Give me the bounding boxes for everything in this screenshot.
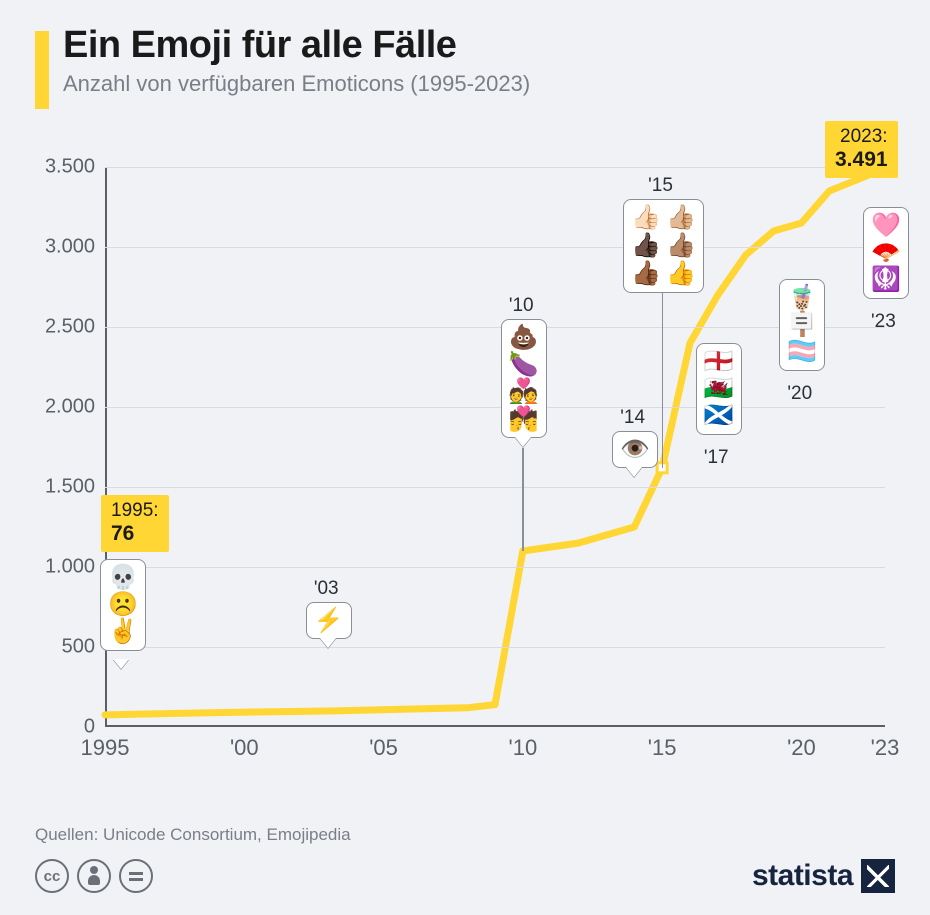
highlight-2023: 2023:3.491 [825,121,898,178]
emoji-icon: ☹️ [108,592,138,617]
line-series [105,167,885,727]
gridline [105,487,885,488]
gridline [105,567,885,568]
y-tick-label: 500 [62,636,105,659]
callout-year-label: '10 [509,295,534,317]
cc-icon: cc [35,859,69,893]
x-tick-label: '23 [871,727,900,761]
emoji-icon: 💏 [509,407,539,432]
callout-year-label: '20 [787,383,812,405]
emoji-icon: 👍 [666,261,696,286]
license-icons: cc [35,859,153,893]
callout-year-label: '14 [620,407,645,429]
sources-text: Quellen: Unicode Consortium, Emojipedia [35,825,895,845]
x-tick-label: '20 [787,727,816,761]
emoji-callout: 💀☹️✌️ [100,559,146,651]
emoji-icon: 💑 [509,379,539,404]
x-tick-label: '10 [509,727,538,761]
page-subtitle: Anzahl von verfügbaren Emoticons (1995-2… [63,71,895,97]
callout-tail [626,467,642,477]
emoji-icon: 👁️ [620,437,650,462]
gridline [105,167,885,168]
gridline [105,327,885,328]
gridline [105,647,885,648]
emoji-icon: ⚡ [314,608,344,633]
y-tick-label: 2.000 [45,396,105,419]
callout-year-label: '23 [871,311,896,333]
emoji-icon: 🏴󠁧󠁢󠁳󠁣󠁴󠁿 [704,403,734,428]
callout-tail [515,437,531,447]
y-tick-label: 2.500 [45,316,105,339]
emoji-icon: 🏴󠁧󠁢󠁷󠁬󠁳󠁿 [704,376,734,401]
emoji-icon: 👍🏾 [631,261,661,286]
emoji-icon: 🏳️‍⚧️ [787,339,817,364]
accent-bar [35,31,49,109]
brand: statista [752,859,895,893]
brand-logo-icon [861,859,895,893]
emoji-icon: 💀 [108,565,138,590]
y-tick-label: 3.000 [45,236,105,259]
emoji-icon: 🩷 [871,213,901,238]
cc-by-icon [77,859,111,893]
emoji-icon: ✌️ [108,619,138,644]
emoji-callout: 👁️ [612,431,658,468]
emoji-callout: 🩷🪭🪯 [863,207,909,299]
x-tick-label: '05 [369,727,398,761]
title-block: Ein Emoji für alle Fälle Anzahl von verf… [35,25,895,109]
callout-year-label: '15 [648,175,673,197]
callout-tail [320,638,336,648]
callout-year-label: '03 [314,578,339,600]
page-title: Ein Emoji für alle Fälle [63,25,895,67]
gridline [105,407,885,408]
x-tick-label: '15 [648,727,677,761]
y-tick-label: 1.500 [45,476,105,499]
highlight-1995: 1995:76 [101,495,169,552]
emoji-icon: 👍🏿 [631,233,661,258]
brand-text: statista [752,859,853,893]
callout-year-label: '17 [704,447,729,469]
emoji-icon: 🏴󠁧󠁢󠁥󠁮󠁧󠁿 [704,349,734,374]
emoji-icon: 💩 [509,325,539,350]
emoji-callout: ⚡ [306,602,352,639]
emoji-icon: 🍆 [509,352,539,377]
emoji-icon: 🧋 [787,285,817,310]
emoji-icon: 👍🏼 [666,205,696,230]
footer: Quellen: Unicode Consortium, Emojipedia … [35,825,895,893]
x-tick-label: 1995 [81,727,130,761]
y-tick-label: 1.000 [45,556,105,579]
x-tick-label: '00 [230,727,259,761]
pointer-line [662,293,664,468]
plot-area: 05001.0001.5002.0002.5003.0003.5001995'0… [105,167,885,727]
chart: 05001.0001.5002.0002.5003.0003.5001995'0… [35,127,895,777]
infographic-container: Ein Emoji für alle Fälle Anzahl von verf… [0,0,930,915]
cc-nd-icon [119,859,153,893]
emoji-icon: 🪯 [871,267,901,292]
y-tick-label: 3.500 [45,156,105,179]
gridline [105,247,885,248]
emoji-callout: 🏴󠁧󠁢󠁥󠁮󠁧󠁿🏴󠁧󠁢󠁷󠁬󠁳󠁿🏴󠁧󠁢󠁳󠁣󠁴󠁿 [696,343,742,435]
pointer-line [522,448,524,551]
emoji-icon: 👍🏽 [666,233,696,258]
emoji-callout: 💩🍆💑 💏 [501,319,547,438]
emoji-callout: 👍🏻👍🏼👍🏿👍🏽👍🏾👍 [623,199,704,293]
emoji-icon: 🪧 [787,312,817,337]
emoji-icon: 🪭 [871,240,901,265]
emoji-callout: 🧋🪧🏳️‍⚧️ [779,279,825,371]
callout-tail [113,659,129,669]
emoji-icon: 👍🏻 [631,205,661,230]
